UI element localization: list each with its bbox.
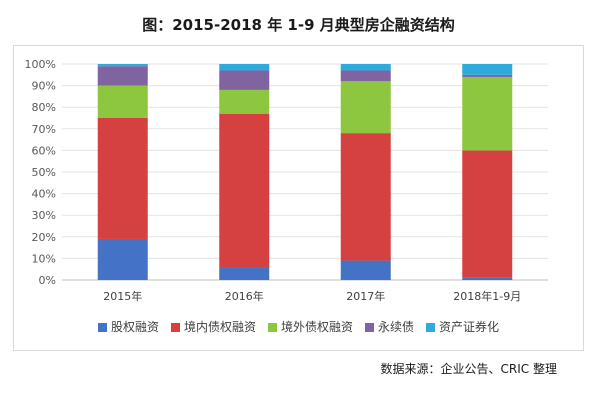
x-tick-label: 2016年 [225, 289, 264, 303]
bar-segment [340, 260, 391, 280]
y-tick-label: 100% [25, 58, 56, 71]
source-note: 数据来源：企业公告、CRIC 整理 [380, 362, 557, 376]
legend-label: 境内债权融资 [183, 320, 256, 334]
legend-item: 永续债 [365, 318, 414, 335]
legend-item: 境外债权融资 [267, 318, 353, 335]
bar-segment [97, 118, 148, 239]
x-tick-label: 2017年 [346, 289, 385, 303]
bar-segment [340, 70, 391, 82]
x-tick-label: 2018年1-9月 [453, 289, 521, 303]
chart-title: 图：2015-2018 年 1-9 月典型房企融资结构 [142, 16, 455, 34]
y-tick-label: 40% [32, 188, 56, 201]
y-tick-label: 50% [32, 166, 56, 179]
bar-segment [219, 113, 270, 268]
bar-segment [462, 277, 513, 280]
y-tick-label: 30% [32, 209, 56, 222]
y-tick-label: 0% [39, 274, 56, 287]
legend-item: 股权融资 [97, 318, 159, 335]
bar-segment [340, 81, 391, 134]
legend-item: 境内债权融资 [170, 318, 256, 335]
bars [97, 64, 513, 280]
legend-label: 资产证券化 [439, 320, 500, 334]
legend-label: 境外债权融资 [280, 320, 353, 334]
bar-segment [219, 89, 270, 114]
y-tick-label: 90% [32, 80, 56, 93]
y-tick-label: 10% [32, 252, 56, 265]
x-axis-ticks: 2015年 2016年 2017年 2018年1-9月 [103, 289, 521, 303]
bar-segment [462, 150, 513, 278]
bar-segment [462, 74, 513, 77]
bar-segment [219, 267, 270, 280]
legend: 股权融资 境内债权融资 境外债权融资 永续债 资产证券化 [13, 318, 584, 335]
bar-segment [340, 133, 391, 261]
x-tick-label: 2015年 [103, 289, 142, 303]
legend-swatch [97, 323, 107, 332]
y-tick-label: 70% [32, 123, 56, 136]
legend-label: 永续债 [378, 320, 415, 334]
y-tick-label: 20% [32, 231, 56, 244]
legend-swatch [170, 323, 180, 332]
bar-segment [340, 64, 391, 71]
bar-segment [97, 66, 148, 86]
bar-segment [219, 64, 270, 71]
legend-item: 资产证券化 [426, 318, 499, 335]
legend-swatch [426, 323, 436, 332]
chart-frame [13, 45, 584, 351]
bar-segment [462, 64, 513, 75]
y-tick-label: 80% [32, 101, 56, 114]
bar-segment [97, 238, 148, 280]
bar-segment [97, 64, 148, 67]
legend-swatch [365, 323, 374, 332]
y-axis-ticks: 0% 10% 20% 30% 40% 50% 60% 70% 80% 90% 100% [25, 58, 56, 287]
bar-segment [219, 70, 270, 90]
legend-swatch [267, 323, 277, 332]
y-tick-label: 60% [32, 144, 56, 157]
bar-segment [462, 76, 513, 151]
bar-segment [97, 85, 148, 118]
legend-label: 股权融资 [110, 320, 159, 334]
